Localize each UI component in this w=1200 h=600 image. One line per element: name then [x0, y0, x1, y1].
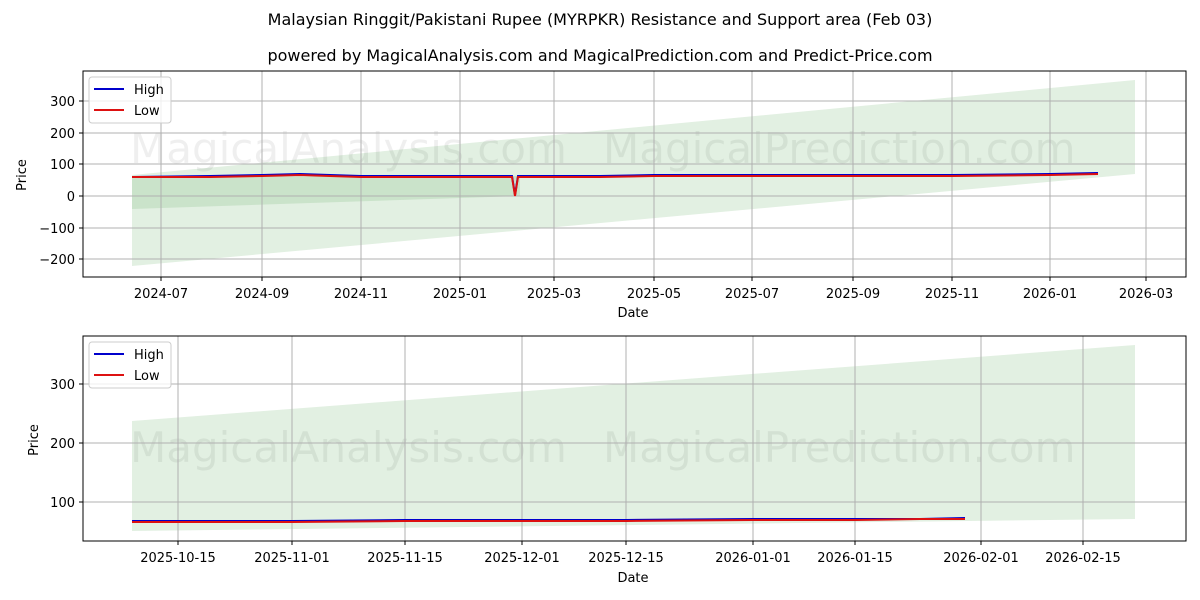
svg-text:2025-11-15: 2025-11-15	[367, 551, 443, 566]
bottom-legend: High Low	[88, 341, 172, 389]
bottom-chart: MagicalAnalysis.com MagicalPrediction.co…	[27, 335, 1187, 586]
svg-text:2026-02-15: 2026-02-15	[1045, 551, 1121, 566]
svg-text:−200: −200	[39, 253, 75, 268]
bottom-axes-frame	[82, 335, 1187, 542]
bottom-grid	[83, 336, 1186, 541]
svg-text:2026-01: 2026-01	[1023, 287, 1077, 302]
top-y-tick-labels: 300 200 100 0 −100 −200	[39, 95, 75, 268]
svg-text:200: 200	[50, 127, 75, 142]
low-line-bottom	[132, 518, 965, 523]
svg-text:2026-03: 2026-03	[1119, 287, 1173, 302]
chart-title: Malaysian Ringgit/Pakistani Rupee (MYRPK…	[267, 10, 933, 29]
support-band-light	[132, 80, 1135, 266]
svg-text:2026-01-15: 2026-01-15	[817, 551, 893, 566]
watermark-magicalanalysis: MagicalAnalysis.com	[130, 124, 567, 173]
top-x-tick-labels: 2024-07 2024-09 2024-11 2025-01 2025-03 …	[134, 287, 1173, 302]
watermark-magicalprediction-bottom: MagicalPrediction.com	[603, 423, 1076, 472]
svg-text:2025-11: 2025-11	[925, 287, 979, 302]
svg-text:300: 300	[50, 95, 75, 110]
svg-text:−100: −100	[39, 222, 75, 237]
svg-text:2026-02-01: 2026-02-01	[943, 551, 1019, 566]
chart-subtitle: powered by MagicalAnalysis.com and Magic…	[267, 46, 933, 65]
support-band-dark	[132, 176, 520, 209]
top-legend: High Low	[88, 76, 172, 124]
legend-low-label: Low	[134, 104, 160, 119]
bottom-x-tick-labels: 2025-10-15 2025-11-01 2025-11-15 2025-12…	[140, 551, 1121, 566]
svg-text:2025-11-01: 2025-11-01	[254, 551, 330, 566]
svg-text:2025-10-15: 2025-10-15	[140, 551, 216, 566]
svg-text:100: 100	[50, 496, 75, 511]
watermark-magicalanalysis-bottom: MagicalAnalysis.com	[130, 423, 567, 472]
watermark-magicalprediction: MagicalPrediction.com	[603, 124, 1076, 173]
resistance-support-band	[132, 345, 1135, 531]
top-y-axis-label: Price	[15, 159, 30, 191]
legend-low-label: Low	[134, 369, 160, 384]
svg-text:2025-09: 2025-09	[826, 287, 880, 302]
top-chart: MagicalAnalysis.com MagicalPrediction.co…	[15, 70, 1187, 321]
svg-text:2024-11: 2024-11	[334, 287, 388, 302]
top-x-axis-label: Date	[617, 306, 648, 321]
svg-text:2025-12-01: 2025-12-01	[484, 551, 560, 566]
svg-text:200: 200	[50, 437, 75, 452]
svg-text:300: 300	[50, 378, 75, 393]
svg-text:2025-03: 2025-03	[527, 287, 581, 302]
top-axes-frame	[82, 70, 1187, 278]
svg-text:2025-07: 2025-07	[725, 287, 779, 302]
svg-text:2025-01: 2025-01	[433, 287, 487, 302]
svg-text:2025-05: 2025-05	[627, 287, 681, 302]
bottom-y-axis-label: Price	[27, 424, 42, 456]
legend-high-label: High	[134, 83, 164, 98]
low-line-top	[132, 173, 1099, 197]
legend-high-label: High	[134, 348, 164, 363]
svg-text:100: 100	[50, 158, 75, 173]
svg-text:2024-07: 2024-07	[134, 287, 188, 302]
svg-text:2024-09: 2024-09	[235, 287, 289, 302]
bottom-y-tick-labels: 300 200 100	[50, 378, 75, 511]
bottom-x-axis-label: Date	[617, 571, 648, 586]
svg-text:2025-12-15: 2025-12-15	[588, 551, 664, 566]
svg-text:0: 0	[67, 190, 75, 205]
svg-text:2026-01-01: 2026-01-01	[715, 551, 791, 566]
